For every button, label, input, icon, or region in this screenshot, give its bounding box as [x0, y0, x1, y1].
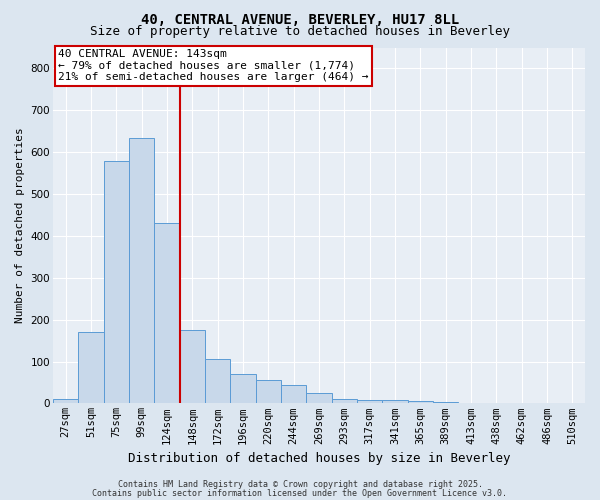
Bar	[179, 330, 205, 404]
Bar	[104, 160, 129, 404]
Bar	[230, 374, 256, 404]
Text: 40, CENTRAL AVENUE, BEVERLEY, HU17 8LL: 40, CENTRAL AVENUE, BEVERLEY, HU17 8LL	[141, 12, 459, 26]
Bar	[78, 332, 104, 404]
Bar	[129, 138, 154, 404]
Text: 40 CENTRAL AVENUE: 143sqm
← 79% of detached houses are smaller (1,774)
21% of se: 40 CENTRAL AVENUE: 143sqm ← 79% of detac…	[58, 50, 369, 82]
Text: Contains HM Land Registry data © Crown copyright and database right 2025.: Contains HM Land Registry data © Crown c…	[118, 480, 482, 489]
Bar	[407, 402, 433, 404]
Y-axis label: Number of detached properties: Number of detached properties	[15, 128, 25, 324]
Bar	[53, 399, 78, 404]
Bar	[458, 402, 484, 404]
Bar	[205, 360, 230, 404]
Bar	[281, 384, 307, 404]
X-axis label: Distribution of detached houses by size in Beverley: Distribution of detached houses by size …	[128, 452, 510, 465]
Text: Contains public sector information licensed under the Open Government Licence v3: Contains public sector information licen…	[92, 488, 508, 498]
Bar	[433, 402, 458, 404]
Bar	[154, 224, 179, 404]
Bar	[256, 380, 281, 404]
Text: Size of property relative to detached houses in Beverley: Size of property relative to detached ho…	[90, 25, 510, 38]
Bar	[382, 400, 407, 404]
Bar	[307, 393, 332, 404]
Bar	[332, 399, 357, 404]
Bar	[357, 400, 382, 404]
